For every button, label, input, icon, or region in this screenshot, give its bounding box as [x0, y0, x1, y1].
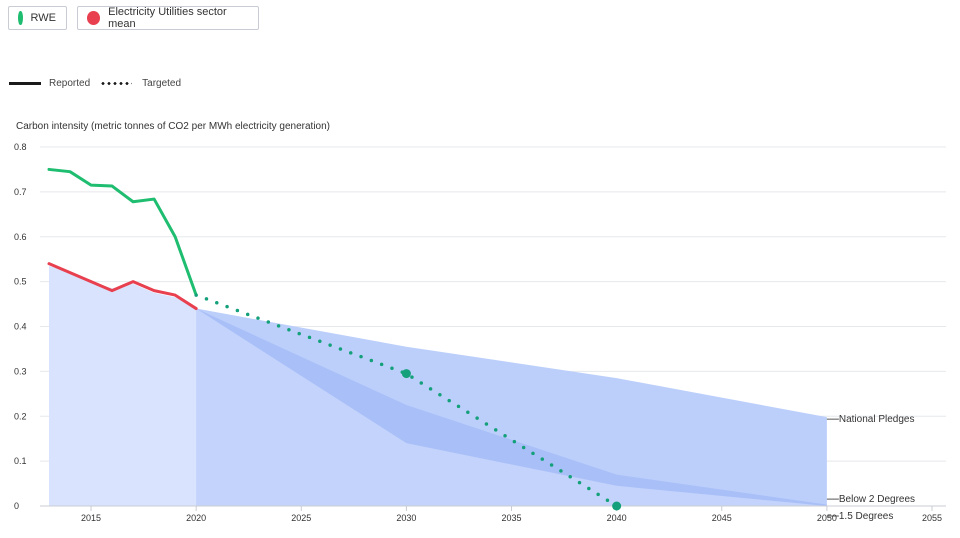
x-tick-label: 2030 — [396, 513, 416, 523]
sector-mean-color-dot — [87, 11, 101, 25]
x-tick-label: 2025 — [291, 513, 311, 523]
sector-mean-reported-line — [47, 262, 198, 311]
solid-line-sample — [9, 82, 41, 85]
y-tick-label: 0.7 — [14, 187, 27, 197]
y-tick-label: 0.6 — [14, 232, 27, 242]
dotted-line-sample — [100, 82, 133, 85]
rwe-color-dot — [18, 11, 23, 25]
y-axis-label: Carbon intensity (metric tonnes of CO2 p… — [16, 121, 331, 132]
x-tick-label: 2045 — [712, 513, 732, 523]
legend-label-sector-mean: Electricity Utilities sector mean — [108, 6, 227, 30]
legend-button-sector-mean[interactable]: Electricity Utilities sector mean — [77, 6, 259, 30]
benchmark-label: National Pledges — [839, 414, 915, 425]
y-tick-label: 0.8 — [14, 142, 27, 152]
x-tick-label: 2040 — [607, 513, 627, 523]
rwe-reported-line — [47, 167, 198, 297]
y-tick-label: 0.1 — [14, 456, 27, 466]
rwe-target-point — [612, 501, 622, 511]
y-tick-label: 0 — [14, 501, 19, 511]
line-style-legend: Reported Targeted — [9, 78, 181, 89]
x-tick-label: 2020 — [186, 513, 206, 523]
targeted-label: Targeted — [142, 78, 182, 89]
benchmark-label: 1.5 Degrees — [839, 511, 893, 522]
legend-button-rwe[interactable]: RWE — [8, 6, 67, 30]
legend-label-rwe: RWE — [30, 12, 56, 24]
benchmark-label: Below 2 Degrees — [839, 494, 915, 505]
reported-label: Reported — [49, 78, 91, 89]
y-tick-label: 0.4 — [14, 322, 27, 332]
y-tick-label: 0.5 — [14, 277, 27, 287]
y-tick-label: 0.2 — [14, 411, 27, 421]
x-tick-label: 2015 — [81, 513, 101, 523]
x-tick-label: 2055 — [922, 513, 942, 523]
x-tick-label: 2035 — [502, 513, 522, 523]
benchmark-band-1-5-degrees-overlay — [49, 265, 827, 506]
rwe-target-point — [401, 369, 411, 379]
y-tick-label: 0.3 — [14, 366, 27, 376]
x-tick-label: 2050 — [817, 513, 837, 523]
